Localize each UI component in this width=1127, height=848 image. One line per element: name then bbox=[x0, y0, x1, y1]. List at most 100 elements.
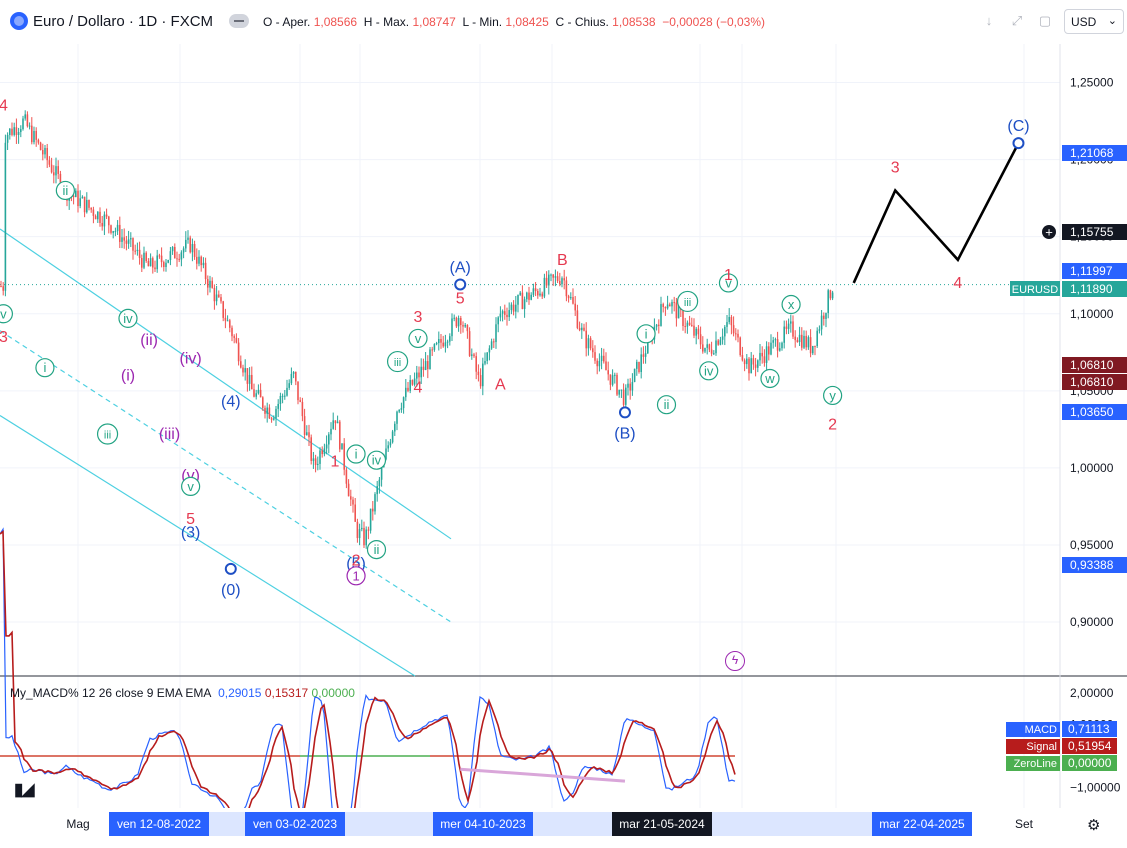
candle-body bbox=[473, 354, 475, 357]
wave-label: 4 bbox=[414, 380, 423, 397]
macd-legend[interactable]: My_MACD% 12 26 close 9 EMA EMA 0,29015 0… bbox=[10, 686, 355, 700]
wave-circle bbox=[118, 308, 138, 328]
candle-body bbox=[719, 339, 722, 345]
wave-label-text: ii bbox=[374, 542, 380, 557]
candle-body bbox=[352, 499, 354, 505]
candle-body bbox=[365, 529, 367, 546]
macd-badge-label: Signal bbox=[1026, 741, 1057, 753]
arrow-down-icon[interactable]: ↓ bbox=[985, 13, 993, 28]
candle-body bbox=[163, 262, 165, 268]
macd-badge-value: 0,00000 bbox=[1068, 756, 1112, 770]
wave-label-text: iii bbox=[394, 357, 401, 369]
macd-tick-label: 2,00000 bbox=[1070, 686, 1114, 700]
candle-body bbox=[422, 366, 425, 371]
candle-body bbox=[475, 356, 477, 372]
flash-icon[interactable]: ϟ bbox=[725, 651, 745, 671]
candle-body bbox=[781, 342, 783, 349]
candle-body bbox=[396, 411, 398, 424]
candle-body bbox=[169, 251, 172, 261]
time-badge-label: ven 12-08-2022 bbox=[117, 817, 201, 831]
candle-body bbox=[31, 125, 33, 143]
candle-body bbox=[374, 494, 376, 512]
candle-body bbox=[143, 252, 145, 268]
candle-body bbox=[350, 496, 352, 500]
wave-circle bbox=[346, 566, 366, 586]
macd-badge bbox=[1062, 738, 1117, 754]
candle-body bbox=[378, 479, 381, 487]
candle-body bbox=[567, 296, 570, 299]
candle-body bbox=[189, 237, 191, 253]
wave-circle bbox=[699, 361, 719, 381]
candle-body bbox=[317, 463, 319, 466]
candle-body bbox=[385, 448, 387, 460]
candle-body bbox=[17, 132, 20, 136]
candle-body bbox=[774, 339, 777, 341]
candle-body bbox=[160, 255, 163, 263]
wave-label: 3 bbox=[414, 309, 423, 326]
candle-body bbox=[508, 310, 510, 318]
price-badge-value: 1,11997 bbox=[1070, 264, 1113, 278]
candle-body bbox=[389, 442, 392, 446]
candle-body bbox=[827, 290, 829, 314]
wave-circle bbox=[718, 273, 739, 293]
wave-label-text: (iii) bbox=[159, 426, 180, 443]
candle-body bbox=[130, 238, 132, 240]
wave-label: (B) bbox=[614, 406, 636, 442]
wave-label: (C) bbox=[1007, 118, 1030, 150]
macd-legend-value: 0,29015 bbox=[218, 686, 262, 700]
candle-body bbox=[301, 401, 304, 417]
candle-body bbox=[405, 387, 407, 398]
candle-body bbox=[460, 318, 462, 326]
candle-body bbox=[185, 239, 187, 249]
candle-body bbox=[215, 294, 218, 302]
wave-circle bbox=[781, 294, 801, 315]
candle-body bbox=[99, 211, 101, 223]
wave-label-text: v bbox=[187, 479, 194, 494]
candle-body bbox=[431, 349, 433, 351]
candle-body bbox=[640, 354, 642, 373]
currency-select[interactable]: USD ⌄ bbox=[1064, 9, 1124, 34]
candle-body bbox=[710, 349, 713, 354]
candle-body bbox=[686, 322, 689, 327]
candle-body bbox=[763, 356, 766, 363]
symbol-badge bbox=[1010, 281, 1060, 296]
channel-lines bbox=[0, 228, 452, 677]
candle-body bbox=[240, 361, 242, 368]
candle-body bbox=[275, 408, 277, 419]
candle-body bbox=[783, 326, 785, 343]
fullscreen-icon[interactable]: ⤢ bbox=[1011, 13, 1023, 28]
symbol-flag-icon bbox=[10, 12, 28, 30]
candle-body bbox=[583, 327, 585, 331]
candle-body bbox=[356, 521, 359, 539]
candle-body bbox=[779, 348, 781, 351]
candle-body bbox=[545, 277, 548, 286]
wave-marker bbox=[224, 562, 237, 575]
candle-body bbox=[495, 324, 497, 343]
candle-body bbox=[818, 329, 821, 331]
candle-body bbox=[798, 334, 801, 343]
gear-icon[interactable]: ⚙ bbox=[1087, 817, 1101, 834]
candle-body bbox=[231, 327, 233, 337]
candle-body bbox=[792, 321, 794, 337]
candle-body bbox=[191, 243, 194, 253]
candle-body bbox=[829, 290, 832, 299]
candle-body bbox=[22, 118, 24, 130]
candle-body bbox=[123, 237, 125, 241]
candle-body bbox=[671, 302, 673, 307]
candle-body bbox=[603, 355, 605, 362]
candle-body bbox=[807, 337, 810, 348]
wave-label: (ii) bbox=[140, 332, 158, 349]
candle-body bbox=[539, 293, 541, 296]
time-badge bbox=[872, 812, 972, 836]
candle-body bbox=[761, 352, 763, 357]
symbol-title[interactable]: Euro / Dollaro · 1D · FXCM bbox=[33, 13, 214, 30]
candle-body bbox=[785, 326, 788, 329]
candle-body bbox=[119, 224, 121, 242]
hide-icon[interactable] bbox=[229, 14, 249, 28]
wave-label-text: v bbox=[725, 275, 732, 290]
candle-body bbox=[110, 225, 112, 233]
screenshot-icon[interactable]: ▢ bbox=[1038, 13, 1052, 28]
